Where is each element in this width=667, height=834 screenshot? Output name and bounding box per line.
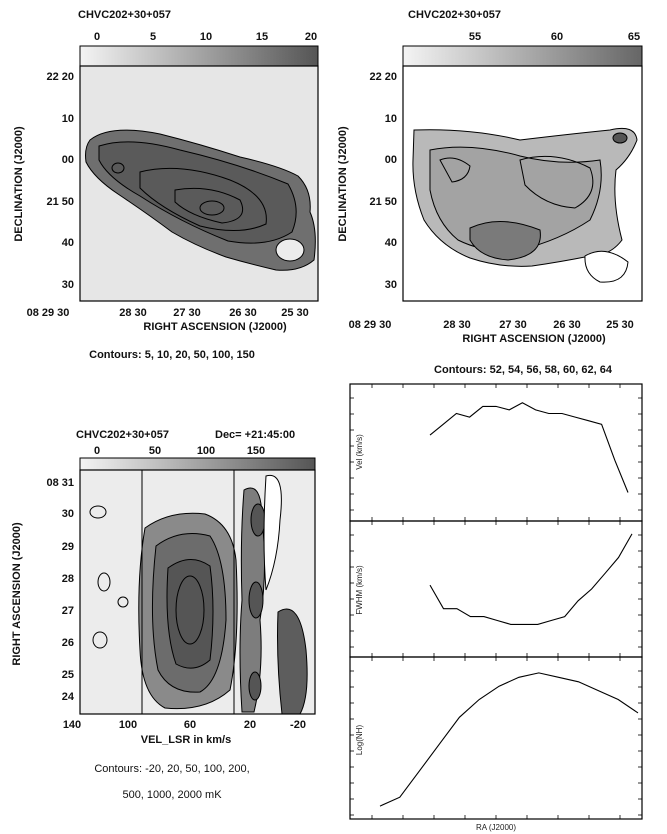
tr-ytick: 21 50 xyxy=(369,196,397,208)
tl-caption: Contours: 5, 10, 20, 50, 100, 150 xyxy=(89,349,255,361)
tr-cbar-tick: 55 xyxy=(469,31,481,43)
tl-xtick: 27 30 xyxy=(173,307,201,319)
tr-xtick: 28 30 xyxy=(443,319,471,331)
tr-ytick: 00 xyxy=(385,154,397,166)
tl-ytick: 22 20 xyxy=(46,71,74,83)
panel-top-left: CHVC202+30+057 0 5 10 15 20 22 20 10 00 … xyxy=(13,9,319,361)
tr-ytick: 22 20 xyxy=(369,71,397,83)
tl-ytick: 21 50 xyxy=(46,196,74,208)
bl-ytick: 29 xyxy=(62,541,74,553)
br-tick-marks xyxy=(350,384,642,819)
tr-colorbar: 55 60 65 xyxy=(402,31,643,67)
tl-cbar-tick: 20 xyxy=(305,31,317,43)
tr-xtick: 08 29 30 xyxy=(349,319,392,331)
tl-xtick: 08 29 30 xyxy=(27,307,70,319)
bl-xlabel: VEL_LSR in km/s xyxy=(141,734,231,746)
tr-ylabel: DECLINATION (J2000) xyxy=(337,126,349,242)
tl-cbar-tick: 15 xyxy=(256,31,268,43)
fwhm-ylabel: FWHM (km/s) xyxy=(355,565,364,615)
tr-ytick: 10 xyxy=(385,113,397,125)
tl-colorbar: 0 5 10 15 20 xyxy=(79,31,319,67)
tr-map xyxy=(402,65,643,302)
tr-cbar-tick: 65 xyxy=(628,31,640,43)
bl-ytick: 26 xyxy=(62,637,74,649)
bl-ytick: 28 xyxy=(62,573,74,585)
bl-xtick: 140 xyxy=(63,719,81,731)
panel-top-right: CHVC202+30+057 55 60 65 22 20 10 00 21 5… xyxy=(337,9,643,376)
bl-ylabel: RIGHT ASCENSION (J2000) xyxy=(11,522,23,666)
tr-xtick: 27 30 xyxy=(499,319,527,331)
lognh-series-line xyxy=(379,672,639,807)
tl-ytick: 00 xyxy=(62,154,74,166)
bl-cbar-tick: 50 xyxy=(149,445,161,457)
vel-plot-frame xyxy=(349,383,643,522)
bl-caption-line1: Contours: -20, 20, 50, 100, 200, xyxy=(94,763,249,775)
bl-colorbar: 0 50 100 150 xyxy=(79,445,316,471)
tl-xtick: 26 30 xyxy=(229,307,257,319)
vel-ylabel: Vel (km/s) xyxy=(355,434,364,470)
lognh-plot-frame xyxy=(349,656,643,820)
bl-xtick: 100 xyxy=(119,719,137,731)
tr-xtick: 25 30 xyxy=(606,319,634,331)
tr-ytick: 40 xyxy=(385,237,397,249)
lognh-ylabel: Log(NH) xyxy=(355,725,364,756)
tl-ytick: 10 xyxy=(62,113,74,125)
tr-title: CHVC202+30+057 xyxy=(408,9,501,21)
bl-ytick: 25 xyxy=(62,669,74,681)
bl-pv-map xyxy=(79,469,316,715)
tl-ytick: 30 xyxy=(62,279,74,291)
fwhm-series-line xyxy=(429,533,633,625)
tr-ytick: 30 xyxy=(385,279,397,291)
bl-dec-label: Dec= +21:45:00 xyxy=(215,429,295,441)
bl-xtick: 20 xyxy=(244,719,256,731)
tl-xtick: 25 30 xyxy=(281,307,309,319)
tl-xlabel: RIGHT ASCENSION (J2000) xyxy=(143,321,287,333)
bl-cbar-tick: 150 xyxy=(247,445,265,457)
panel-bottom-right: Vel (km/s) FWHM (km/s) Log(NH) RA (J2000… xyxy=(349,383,643,832)
br-xlabel: RA (J2000) xyxy=(476,823,516,832)
bl-title: CHVC202+30+057 xyxy=(76,429,169,441)
bl-caption-line2: 500, 1000, 2000 mK xyxy=(122,789,222,801)
tl-xtick: 28 30 xyxy=(119,307,147,319)
bl-ytick: 08 31 xyxy=(46,477,74,489)
bl-cbar-tick: 0 xyxy=(94,445,100,457)
tl-title: CHVC202+30+057 xyxy=(78,9,171,21)
tl-ylabel: DECLINATION (J2000) xyxy=(13,126,25,242)
tr-caption: Contours: 52, 54, 56, 58, 60, 62, 64 xyxy=(434,364,613,376)
bl-ytick: 24 xyxy=(62,691,75,703)
fwhm-plot-frame xyxy=(349,520,643,658)
tr-cbar-tick: 60 xyxy=(551,31,563,43)
bl-ytick: 27 xyxy=(62,605,74,617)
tl-cbar-tick: 10 xyxy=(200,31,212,43)
tl-cbar-tick: 5 xyxy=(150,31,156,43)
tl-ytick: 40 xyxy=(62,237,74,249)
bl-xtick: 60 xyxy=(184,719,196,731)
bl-xtick: -20 xyxy=(290,719,306,731)
bl-ytick: 30 xyxy=(62,508,74,520)
bl-cbar-tick: 100 xyxy=(197,445,215,457)
tl-map xyxy=(79,65,319,302)
panel-bottom-left: CHVC202+30+057 Dec= +21:45:00 0 50 100 1… xyxy=(11,429,316,801)
tl-cbar-tick: 0 xyxy=(94,31,100,43)
tr-xtick: 26 30 xyxy=(553,319,581,331)
vel-series-line xyxy=(429,402,629,493)
tr-xlabel: RIGHT ASCENSION (J2000) xyxy=(462,333,606,345)
